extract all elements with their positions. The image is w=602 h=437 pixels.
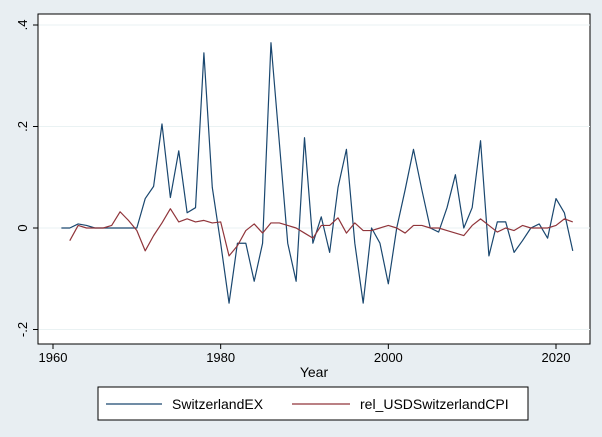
y-tick-label: .4 (15, 20, 30, 31)
x-tick-label: 1980 (206, 350, 235, 365)
x-tick-label: 1960 (39, 350, 68, 365)
y-tick-label: 0 (15, 224, 30, 231)
x-ticks: 1960 1980 2000 2020 (39, 344, 571, 365)
series-line-rel-usdswitzerlandcpi (69, 208, 573, 257)
series-layer (61, 42, 574, 304)
plot-area (37, 13, 591, 345)
axes (37, 14, 590, 345)
x-axis-title: Year (300, 364, 329, 380)
legend-label-rel-usdswitzerlandcpi: rel_USDSwitzerlandCPI (360, 396, 509, 412)
x-tick-label: 2000 (374, 350, 403, 365)
legend-label-switzerlandex: SwitzerlandEX (172, 396, 264, 412)
y-ticks: -.2 0 .2 .4 (15, 20, 38, 337)
legend: SwitzerlandEX rel_USDSwitzerlandCPI (97, 386, 529, 421)
y-tick-label: -.2 (15, 322, 30, 337)
series-line-switzerlandex (61, 42, 574, 304)
x-tick-label: 2020 (542, 350, 571, 365)
y-tick-label: .2 (15, 121, 30, 132)
